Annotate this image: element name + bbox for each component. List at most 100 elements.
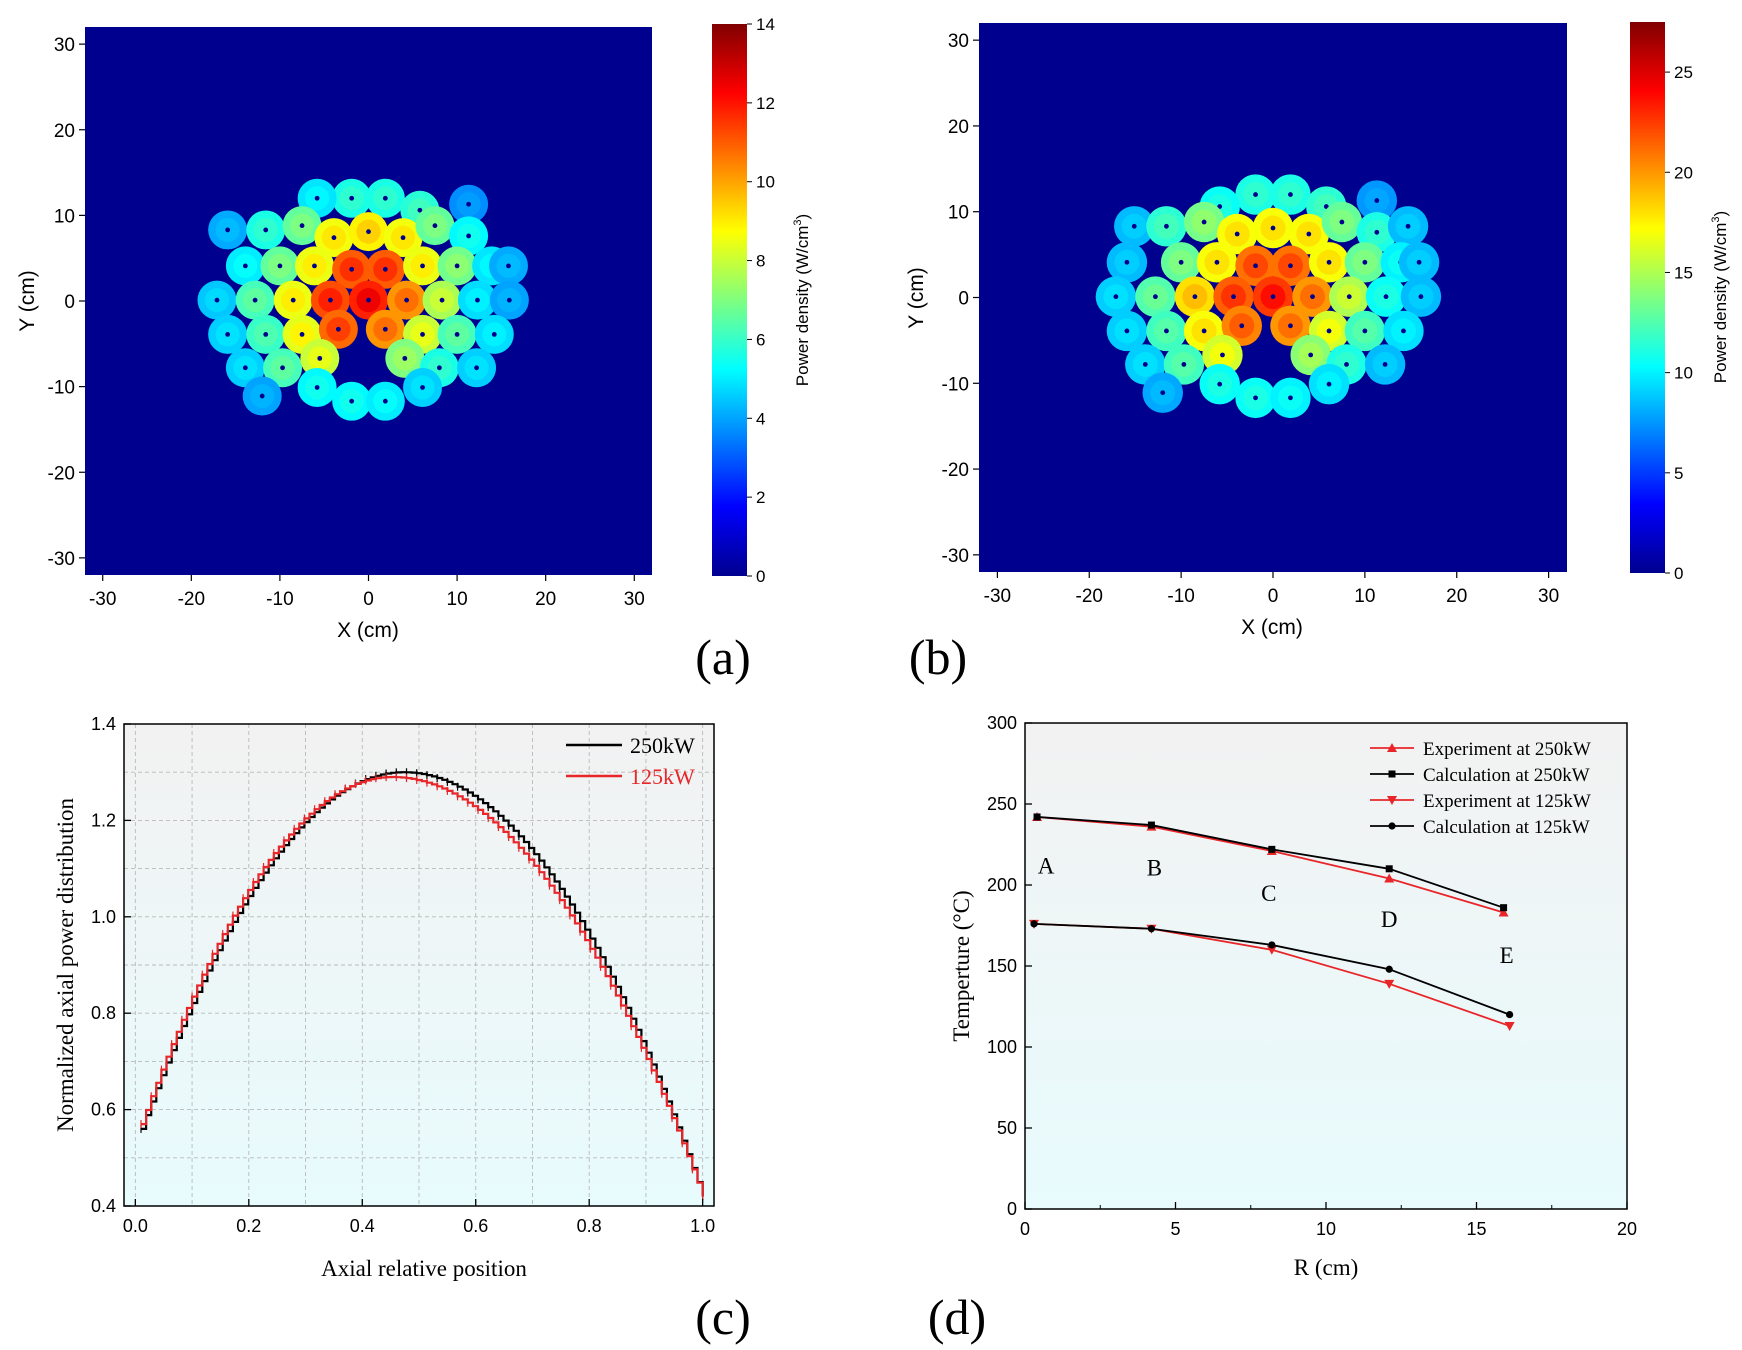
- fuel-rod-center: [1405, 223, 1411, 229]
- fuel-rod-center: [1362, 259, 1368, 265]
- colorbar-tick-label: 20: [1674, 163, 1693, 182]
- chart-c-legend: 250kW 125kW: [566, 733, 695, 789]
- fuel-rod-center: [1253, 263, 1258, 269]
- legend-label: 250kW: [630, 733, 695, 758]
- x-tick-label: 0.0: [123, 1216, 148, 1236]
- x-tick-label: 20: [1446, 586, 1467, 607]
- fuel-rod-center: [331, 235, 337, 241]
- x-tick-label: 1.0: [690, 1216, 715, 1236]
- fuel-rod-center: [382, 326, 388, 332]
- marker-circle: [1385, 965, 1393, 973]
- fuel-rod-center: [214, 297, 220, 303]
- colorbar-tick-label: 12: [756, 94, 775, 113]
- fuel-rod-center: [1217, 204, 1223, 209]
- x-tick-label: 0.6: [463, 1216, 488, 1236]
- y-tick-label: 1.2: [91, 810, 116, 830]
- marker-circle: [1147, 925, 1156, 933]
- fuel-rod-center: [1124, 328, 1130, 334]
- y-tick-label: 100: [987, 1037, 1017, 1057]
- annotation-label: C: [1261, 881, 1276, 906]
- x-tick-label: 5: [1170, 1219, 1180, 1239]
- heatmap-b-xlabel: X (cm): [1241, 616, 1303, 639]
- fuel-rod-center: [436, 365, 442, 371]
- colorbar-a-ticks: 0 2 4 6 8 10 12 14: [747, 15, 775, 586]
- fuel-rod-center: [263, 331, 269, 337]
- colorbar-tick-label: 10: [756, 173, 775, 192]
- fuel-rod-center: [1306, 231, 1312, 237]
- marker-square: [1147, 821, 1155, 829]
- colorbar-b-label: Power density (W/cm3): [1710, 211, 1730, 383]
- fuel-rod-center: [1344, 362, 1349, 367]
- fuel-rod-center: [1401, 328, 1406, 334]
- x-tick-label: 0.8: [577, 1216, 602, 1236]
- fuel-rod-center: [1164, 223, 1169, 229]
- fuel-rod-center: [1113, 294, 1119, 300]
- colorbar-b: [1630, 22, 1665, 573]
- marker-circle: [1388, 822, 1396, 830]
- x-tick-label: 10: [1316, 1219, 1336, 1239]
- panel-a-label: (a): [695, 629, 751, 685]
- fuel-rod-center: [466, 201, 472, 207]
- fuel-rod-center: [280, 365, 285, 371]
- chart-d-annotations: A B C D E: [1038, 854, 1514, 968]
- y-tick-label: 30: [948, 31, 969, 52]
- x-tick-label: 0: [1020, 1219, 1030, 1239]
- colorbar-tick-label: 2: [756, 488, 765, 507]
- legend-label: Experiment at 125kW: [1423, 791, 1591, 812]
- x-tick-label: -10: [266, 589, 293, 610]
- heatmap-b-ticks: -30 -20 -10 0 10 20 30 -30 -20 -10 0 10 20 30: [942, 31, 1560, 607]
- fuel-rod-center: [366, 229, 371, 235]
- fuel-rod-center: [366, 297, 371, 303]
- y-tick-label: 150: [987, 956, 1017, 976]
- fuel-rod-center: [242, 365, 248, 371]
- fuel-rod-center: [417, 207, 423, 213]
- y-tick-label: -10: [942, 374, 969, 395]
- panel-d-label: (d): [928, 1289, 986, 1345]
- marker-square: [1268, 845, 1276, 853]
- fuel-rod-center: [328, 297, 333, 303]
- chart-d-ylabel: Temperture (°C): [949, 890, 974, 1041]
- y-tick-label: 20: [54, 121, 75, 142]
- marker-square: [1500, 904, 1508, 912]
- fuel-rod-center: [1339, 219, 1345, 225]
- x-tick-label: 10: [447, 589, 468, 610]
- y-tick-label: -20: [48, 463, 75, 484]
- fuel-rod-center: [335, 326, 341, 332]
- fuel-rod-center: [439, 297, 445, 303]
- fuel-rod-center: [466, 233, 472, 239]
- x-tick-label: 0.2: [236, 1216, 261, 1236]
- y-tick-label: 0.8: [91, 1003, 116, 1023]
- fuel-rod-center: [474, 365, 479, 371]
- fuel-rod-center: [225, 331, 231, 337]
- y-tick-label: 0: [1007, 1199, 1017, 1219]
- heatmap-a-ylabel: Y (cm): [16, 270, 39, 331]
- colorbar-tick-label: 10: [1674, 364, 1693, 383]
- fuel-rod-center: [1239, 323, 1245, 329]
- fuel-rod-center: [349, 195, 355, 201]
- fuel-rod-center: [1383, 294, 1389, 300]
- y-tick-label: -10: [48, 378, 75, 399]
- fuel-rod-center: [1231, 294, 1236, 300]
- fuel-rod-center: [349, 398, 355, 404]
- fuel-rod-center: [506, 297, 512, 303]
- y-tick-label: -30: [942, 546, 969, 567]
- fuel-rod-center: [420, 331, 425, 337]
- fuel-rod-center: [1217, 381, 1223, 387]
- fuel-rod-center: [1288, 263, 1293, 269]
- fuel-rod-center: [314, 195, 320, 201]
- series-line-125kW: [141, 775, 704, 1197]
- fuel-rod-center: [1270, 225, 1276, 231]
- x-tick-label: 30: [1538, 586, 1559, 607]
- x-tick-label: 0.4: [350, 1216, 375, 1236]
- marker-triangle-down: [1504, 1021, 1515, 1031]
- marker-triangle-up: [1384, 873, 1395, 883]
- y-tick-label: 250: [987, 794, 1017, 814]
- chart-c-grid: [124, 723, 714, 1207]
- y-tick-label: 50: [997, 1118, 1017, 1138]
- colorbar-tick-label: 6: [756, 330, 765, 349]
- x-tick-label: 10: [1354, 586, 1375, 607]
- marker-triangle-up: [1498, 907, 1509, 917]
- y-tick-label: 300: [987, 713, 1017, 733]
- colorbar-tick-label: 14: [756, 15, 775, 34]
